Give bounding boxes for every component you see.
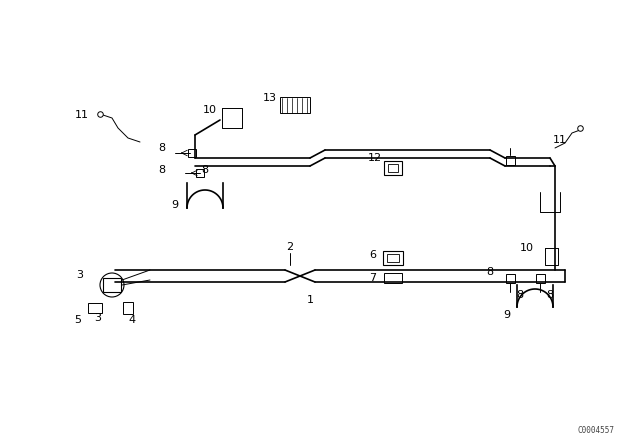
Text: 10: 10 <box>520 243 534 253</box>
Text: 8: 8 <box>159 165 166 175</box>
Bar <box>88 303 102 313</box>
Bar <box>387 254 399 262</box>
Text: 2: 2 <box>287 242 294 252</box>
Text: 6: 6 <box>369 250 376 260</box>
Text: 9: 9 <box>504 310 511 320</box>
Text: 4: 4 <box>129 315 136 325</box>
Bar <box>188 149 196 157</box>
Text: 13: 13 <box>263 93 277 103</box>
Bar <box>196 169 204 177</box>
Bar <box>536 273 545 283</box>
Text: C0004557: C0004557 <box>578 426 615 435</box>
Bar <box>384 161 402 175</box>
Circle shape <box>100 273 124 297</box>
Text: 8: 8 <box>516 290 524 300</box>
Text: 3: 3 <box>77 270 83 280</box>
Bar <box>388 164 398 172</box>
Text: 8: 8 <box>159 143 166 153</box>
Text: 8: 8 <box>547 290 554 300</box>
Bar <box>506 155 515 164</box>
Text: 8: 8 <box>486 267 493 277</box>
Text: 8: 8 <box>202 165 209 175</box>
Text: 9: 9 <box>172 200 179 210</box>
Text: 5: 5 <box>74 315 81 325</box>
Bar <box>506 273 515 283</box>
Text: 11: 11 <box>553 135 567 145</box>
Text: 11: 11 <box>75 110 89 120</box>
Bar <box>383 251 403 265</box>
Text: 7: 7 <box>369 273 376 283</box>
Bar <box>103 278 121 292</box>
Bar <box>384 273 402 283</box>
Text: 1: 1 <box>307 295 314 305</box>
Text: 10: 10 <box>203 105 217 115</box>
Bar <box>123 302 133 314</box>
Text: 12: 12 <box>368 153 382 163</box>
Bar <box>280 97 310 113</box>
Text: 3: 3 <box>95 313 102 323</box>
